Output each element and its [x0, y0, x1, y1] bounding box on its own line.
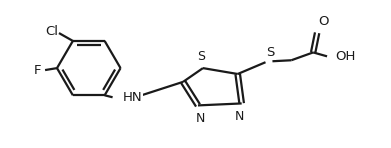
Text: N: N — [235, 110, 244, 123]
Text: OH: OH — [335, 50, 355, 63]
Text: S: S — [197, 50, 205, 63]
Text: S: S — [267, 46, 275, 59]
Text: Cl: Cl — [45, 25, 59, 38]
Text: HN: HN — [122, 91, 142, 104]
Text: N: N — [195, 112, 204, 125]
Text: F: F — [33, 64, 41, 77]
Text: O: O — [318, 15, 328, 28]
